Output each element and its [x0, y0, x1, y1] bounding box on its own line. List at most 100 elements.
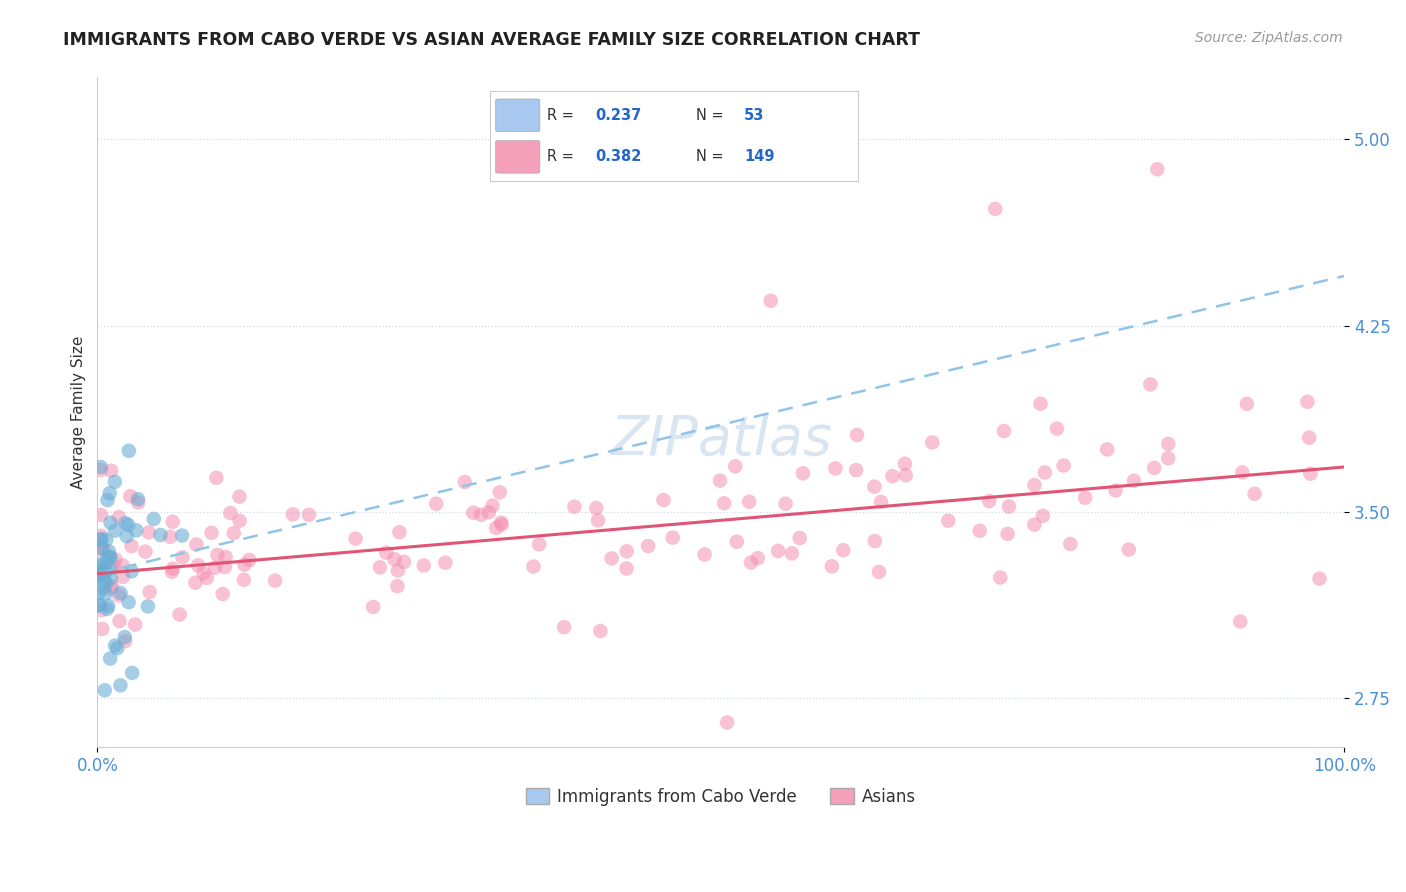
Point [1146, 162, 1168, 177]
Point [894, 468, 917, 483]
Point [470, 508, 492, 522]
Point [94, 565, 117, 579]
Point [998, 500, 1021, 514]
Point [100, 464, 122, 478]
Point [232, 573, 254, 587]
Point [142, 512, 165, 526]
Point [97, 550, 120, 565]
Point [187, 558, 209, 573]
Point [984, 202, 1007, 216]
Point [111, 558, 134, 573]
Point [100, 550, 122, 565]
Point [481, 499, 503, 513]
Point [121, 539, 143, 553]
Point [96, 602, 118, 616]
Point [1308, 572, 1330, 586]
Point [1296, 394, 1319, 409]
Point [195, 571, 218, 585]
Point [90, 529, 112, 543]
Point [110, 586, 132, 600]
Point [114, 630, 136, 644]
Point [138, 585, 160, 599]
Point [186, 537, 208, 551]
Point [485, 521, 508, 535]
Point [138, 525, 160, 540]
Point [124, 617, 146, 632]
Point [868, 565, 890, 579]
Point [228, 490, 250, 504]
Point [969, 524, 991, 538]
Point [489, 516, 512, 530]
Point [108, 614, 131, 628]
Point [100, 571, 122, 585]
Point [759, 293, 782, 308]
Point [1053, 458, 1076, 473]
Point [821, 559, 844, 574]
Point [882, 469, 904, 483]
Point [863, 480, 886, 494]
Point [127, 495, 149, 509]
Point [740, 556, 762, 570]
Point [162, 562, 184, 576]
Point [993, 424, 1015, 438]
Point [693, 548, 716, 562]
Point [1243, 487, 1265, 501]
Point [298, 508, 321, 522]
Point [96, 533, 118, 547]
Point [713, 496, 735, 510]
Point [527, 537, 550, 551]
Point [1236, 397, 1258, 411]
Point [87, 558, 110, 572]
Point [585, 501, 607, 516]
Point [108, 589, 131, 603]
Point [936, 514, 959, 528]
Point [219, 506, 242, 520]
Point [1139, 377, 1161, 392]
Point [988, 570, 1011, 584]
Point [1024, 478, 1046, 492]
Point [91, 622, 114, 636]
Point [94, 557, 117, 571]
Point [454, 475, 477, 489]
Point [134, 544, 156, 558]
Point [90, 463, 112, 477]
Point [491, 517, 513, 532]
Point [780, 546, 803, 560]
Point [387, 579, 409, 593]
Point [93, 565, 115, 579]
Point [725, 534, 748, 549]
Point [1033, 466, 1056, 480]
Point [94, 587, 117, 601]
Point [149, 528, 172, 542]
Point [564, 500, 586, 514]
Point [160, 565, 183, 579]
Point [832, 543, 855, 558]
Point [120, 489, 142, 503]
Point [207, 548, 229, 562]
Point [637, 539, 659, 553]
Point [425, 497, 447, 511]
Point [162, 515, 184, 529]
Point [387, 564, 409, 578]
Point [125, 524, 148, 538]
Point [105, 641, 128, 656]
Point [172, 528, 194, 542]
Point [205, 471, 228, 485]
Point [172, 550, 194, 565]
Point [90, 460, 112, 475]
Point [1104, 483, 1126, 498]
Point [1143, 461, 1166, 475]
Point [1032, 508, 1054, 523]
Point [375, 545, 398, 559]
Point [228, 514, 250, 528]
Point [384, 552, 406, 566]
Point [738, 494, 761, 508]
Point [97, 599, 120, 613]
Point [553, 620, 575, 634]
Point [863, 534, 886, 549]
Point [90, 508, 112, 522]
Point [792, 467, 814, 481]
Point [121, 665, 143, 680]
Point [117, 595, 139, 609]
Point [112, 570, 135, 584]
